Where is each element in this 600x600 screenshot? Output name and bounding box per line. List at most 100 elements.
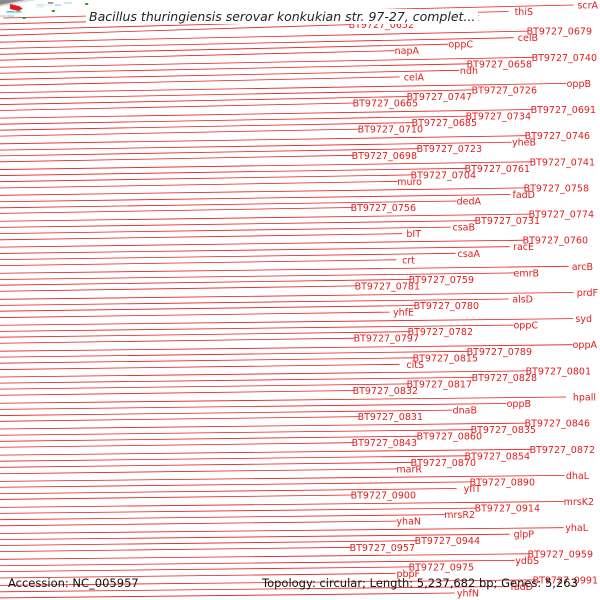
gene-callout-line bbox=[0, 50, 395, 61]
gene-callout-line bbox=[0, 520, 397, 527]
gene-callout-line bbox=[0, 292, 574, 300]
gene-callout-line bbox=[0, 403, 507, 410]
gene-callout-line bbox=[0, 154, 354, 163]
gene-label: BT9727_0698 bbox=[352, 151, 417, 162]
gene-callout-line bbox=[0, 481, 472, 488]
gene-label: BT9727_0831 bbox=[358, 412, 423, 423]
gene-label: thiS bbox=[515, 7, 533, 18]
gene-label: BT9727_0741 bbox=[530, 157, 595, 168]
gene-label: pbpF bbox=[396, 569, 420, 580]
gene-label: marR bbox=[396, 464, 422, 475]
gene-callout-line bbox=[0, 573, 396, 579]
gene-callout-line bbox=[0, 363, 400, 370]
gene-label: BT9727_0860 bbox=[417, 432, 482, 443]
gene-callout-line bbox=[0, 285, 357, 292]
gene-label: yhaN bbox=[396, 517, 421, 528]
label-callout-lines bbox=[0, 4, 574, 599]
gene-callout-line bbox=[0, 324, 514, 332]
gene-callout-line bbox=[0, 592, 455, 599]
gene-label: emrB bbox=[513, 268, 539, 279]
gene-label: napA bbox=[395, 46, 420, 57]
gene-callout-line bbox=[0, 135, 527, 145]
gene-callout-line bbox=[0, 213, 531, 222]
gene-label: citS bbox=[406, 360, 424, 371]
gene-label: BT9727_0759 bbox=[409, 275, 474, 286]
gene-label: BT9727_0957 bbox=[350, 543, 415, 554]
gene-callout-line bbox=[0, 540, 417, 546]
gene-label: BT9727_0760 bbox=[523, 236, 588, 247]
footer-bar: Accession: NC_005957 Topology: circular;… bbox=[0, 572, 600, 600]
kbp-tick-marks: 650 kbp700 kbp750 kbp800 kbp850 kbp900 k… bbox=[22, 3, 89, 19]
gene-callout-line bbox=[0, 30, 529, 43]
gene-label: oppB bbox=[507, 399, 531, 410]
gene-label: BT9727_0975 bbox=[409, 562, 474, 573]
outer-tick-dash bbox=[85, 3, 89, 5]
gene-callout-line bbox=[0, 43, 449, 55]
content-block bbox=[64, 2, 72, 4]
gene-label: BT9727_0665 bbox=[353, 99, 418, 110]
gene-callout-line bbox=[0, 429, 473, 436]
gene-label: BT9727_0734 bbox=[466, 112, 531, 123]
gene-label: oppB bbox=[567, 79, 591, 90]
gene-callout-line bbox=[0, 559, 515, 567]
gene-label: BT9727_0780 bbox=[414, 301, 479, 312]
content-block bbox=[35, 6, 44, 9]
gene-callout-line bbox=[0, 475, 565, 482]
gene-label: oppA bbox=[573, 340, 598, 351]
gene-label: yhaL bbox=[565, 523, 588, 534]
gene-label: BT9727_0959 bbox=[528, 549, 593, 560]
genome-title: Bacillus thuringiensis serovar konkukian… bbox=[86, 9, 479, 24]
gene-label: mrsR2 bbox=[444, 510, 475, 521]
gene-label: BT9727_0890 bbox=[470, 477, 535, 488]
content-block bbox=[6, 10, 15, 13]
gene-callout-line bbox=[0, 102, 355, 111]
gene-label: BT9727_0797 bbox=[354, 334, 419, 345]
gene-label: BT9727_0828 bbox=[472, 373, 537, 384]
gene-label: dedA bbox=[457, 197, 482, 208]
gene-callout-line bbox=[0, 311, 390, 318]
gene-callout-line bbox=[0, 239, 525, 248]
gene-callout-line bbox=[0, 305, 416, 312]
gene-label: BT9727_0815 bbox=[413, 353, 478, 364]
gene-label: BT9727_0872 bbox=[530, 445, 595, 456]
gene-label: BT9727_0740 bbox=[532, 53, 597, 64]
gene-label: BT9727_0704 bbox=[411, 170, 476, 181]
gene-label: BT9727_0832 bbox=[353, 386, 418, 397]
gene-label: racE bbox=[513, 242, 534, 253]
content-block bbox=[36, 4, 44, 7]
gene-callout-line bbox=[0, 187, 526, 196]
gene-label: BT9727_0685 bbox=[412, 118, 477, 129]
gene-callout-line bbox=[0, 409, 453, 416]
gene-callout-line bbox=[0, 63, 469, 74]
gene-callout-line bbox=[0, 527, 564, 534]
gene-callout-line bbox=[0, 350, 469, 358]
gene-label: yheB bbox=[512, 138, 536, 149]
content-block bbox=[47, 2, 54, 4]
gene-label: fadD bbox=[512, 190, 535, 201]
gene-callout-line bbox=[0, 167, 467, 176]
gene-callout-line bbox=[0, 76, 400, 86]
gene-label: celB bbox=[518, 33, 538, 44]
topology-text: Topology: circular; Length: 5,237,682 bp… bbox=[262, 576, 578, 590]
gene-label: bIT bbox=[406, 229, 421, 240]
gene-label: celA bbox=[404, 72, 425, 83]
gene-callout-line bbox=[0, 207, 353, 214]
gene-label: oppC bbox=[513, 321, 538, 332]
gene-callout-line bbox=[0, 586, 509, 593]
feature-content-tracks bbox=[0, 2, 72, 18]
gene-callout-line bbox=[0, 553, 530, 560]
content-block bbox=[0, 15, 6, 18]
gene-label: BT9727_0710 bbox=[358, 125, 423, 136]
gene-callout-line bbox=[0, 494, 353, 500]
gene-callout-line bbox=[0, 370, 528, 378]
gene-callout-line bbox=[0, 396, 567, 404]
gene-callout-line bbox=[0, 331, 410, 338]
gene-callout-line bbox=[0, 246, 510, 254]
gene-label: BT9727_0900 bbox=[351, 491, 416, 502]
gene-label: yflT bbox=[464, 484, 482, 495]
gene-label: ydbS bbox=[515, 556, 539, 567]
gene-label: BT9727_0781 bbox=[355, 281, 420, 292]
